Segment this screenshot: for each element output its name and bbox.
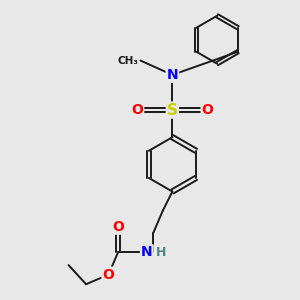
Text: O: O bbox=[103, 268, 114, 282]
Text: N: N bbox=[141, 245, 153, 259]
Text: S: S bbox=[167, 103, 178, 118]
Text: N: N bbox=[167, 68, 178, 82]
Text: O: O bbox=[202, 103, 214, 117]
Text: O: O bbox=[112, 220, 124, 234]
Text: O: O bbox=[131, 103, 143, 117]
Text: H: H bbox=[156, 246, 166, 259]
Text: CH₃: CH₃ bbox=[118, 56, 139, 65]
